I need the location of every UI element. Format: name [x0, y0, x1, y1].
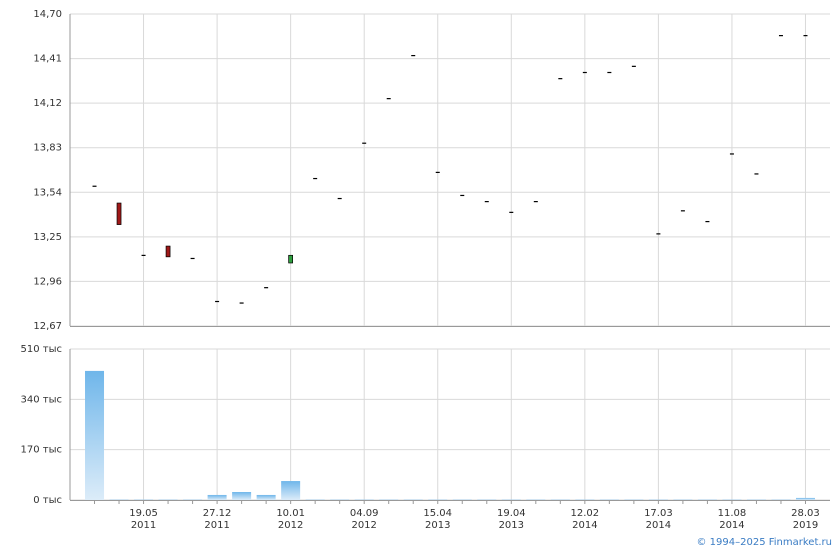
candle-body: [607, 71, 612, 74]
x-tick-label: 2014: [646, 520, 671, 531]
y-tick-label: 0 тыс: [33, 495, 62, 506]
x-tick-label: 2014: [572, 520, 597, 531]
candle-body: [705, 220, 710, 223]
candle-body: [558, 78, 563, 80]
volume-bar: [281, 481, 301, 500]
x-tick-label: 2012: [278, 520, 303, 531]
x-tick-label: 12.02: [571, 508, 600, 519]
candle-body: [656, 233, 661, 235]
candle-body: [239, 302, 244, 304]
candle-body: [754, 173, 759, 175]
candle-body: [533, 201, 538, 203]
x-tick-label: 2011: [131, 520, 156, 531]
candle-body: [509, 211, 514, 213]
candle-body: [141, 254, 146, 257]
candle-body: [803, 35, 808, 37]
volume-bar: [207, 494, 227, 500]
x-tick-label: 11.08: [718, 508, 747, 519]
x-tick-label: 15.04: [423, 508, 452, 519]
y-tick-label: 13,83: [33, 143, 62, 154]
volume-bar: [232, 492, 252, 500]
candle-body: [435, 171, 440, 174]
volume-bar: [256, 494, 276, 500]
candle-body: [264, 287, 269, 289]
copyright: © 1994–2025 Finmarket.ru: [696, 537, 832, 548]
y-tick-label: 14,70: [33, 9, 62, 20]
candle-body: [116, 202, 122, 225]
y-tick-label: 170 тыс: [21, 445, 62, 456]
candle-body: [460, 194, 465, 197]
candle-body: [729, 153, 734, 155]
y-tick-label: 13,54: [33, 187, 62, 198]
candle-body: [411, 54, 416, 57]
y-tick-label: 12,67: [33, 321, 62, 332]
candle-body: [778, 35, 783, 37]
x-tick-label: 2013: [425, 520, 450, 531]
x-tick-label: 2013: [499, 520, 524, 531]
candle-body: [215, 300, 220, 303]
x-tick-label: 19.05: [129, 508, 158, 519]
candle-body: [362, 142, 367, 144]
y-tick-label: 510 тыс: [21, 344, 62, 355]
candle-body: [484, 201, 489, 203]
candle-body: [582, 71, 587, 74]
x-tick-label: 17.03: [644, 508, 673, 519]
x-tick-label: 19.04: [497, 508, 526, 519]
y-tick-label: 14,12: [33, 98, 62, 109]
candle-body: [288, 254, 293, 264]
candle-body: [92, 185, 97, 187]
candle-body: [631, 65, 636, 67]
volume-bar: [85, 370, 105, 500]
y-tick-label: 13,25: [33, 232, 62, 243]
x-tick-label: 27.12: [203, 508, 232, 519]
x-tick-label: 10.01: [276, 508, 305, 519]
x-tick-label: 28.03: [791, 508, 820, 519]
candle-body: [386, 98, 391, 100]
candle-body: [313, 177, 318, 180]
x-tick-label: 2012: [351, 520, 376, 531]
x-tick-label: 04.09: [350, 508, 379, 519]
x-tick-label: 2019: [793, 520, 818, 531]
y-tick-label: 340 тыс: [21, 394, 62, 405]
y-tick-label: 14,41: [33, 54, 62, 65]
y-tick-label: 12,96: [33, 276, 62, 287]
x-tick-label: 2011: [204, 520, 229, 531]
candle-body: [680, 210, 685, 212]
volume-bar: [795, 497, 815, 500]
candle-body: [337, 197, 342, 200]
candle-body: [165, 245, 171, 258]
x-tick-label: 2014: [719, 520, 744, 531]
candle-body: [190, 257, 195, 260]
